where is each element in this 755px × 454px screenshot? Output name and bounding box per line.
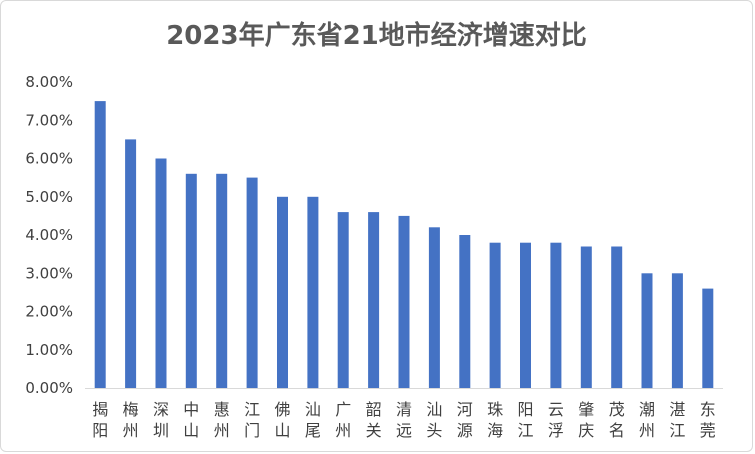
category-label: 州 [123,421,139,440]
category-label: 汕 [426,400,442,419]
category-label: 山 [183,421,199,440]
category-label: 江 [669,421,685,440]
bar [459,235,471,388]
bar [428,227,440,388]
y-tick-label: 2.00% [25,303,73,321]
category-label: 揭 [92,400,108,419]
bar [641,273,653,389]
bar [246,177,258,388]
bar [155,158,167,388]
category-label: 茂 [609,400,625,419]
bar [671,273,683,389]
category-label: 海 [487,421,503,440]
category-label: 云 [548,400,564,419]
bar [216,173,228,388]
category-label: 头 [426,421,442,440]
category-label: 山 [274,421,290,440]
bar [611,246,623,388]
y-tick-label: 4.00% [25,226,73,244]
bar [368,212,380,388]
bar [398,215,410,388]
category-label: 州 [335,421,351,440]
y-tick-label: 6.00% [25,150,73,168]
category-label: 韶 [366,400,382,419]
category-label: 州 [214,421,230,440]
bar [94,101,106,388]
category-label: 肇 [578,400,594,419]
y-tick-label: 0.00% [25,379,73,397]
category-label: 圳 [153,421,169,440]
category-label: 河 [457,400,473,419]
category-label: 清 [396,400,412,419]
category-label: 汕 [305,400,321,419]
bar [337,212,349,388]
category-label: 关 [366,421,382,440]
category-label: 东 [700,400,716,419]
category-label: 惠 [214,400,230,419]
y-tick-label: 8.00% [25,73,73,91]
bar [520,242,531,388]
category-label: 佛 [274,400,290,419]
bar [580,246,592,388]
category-label: 源 [457,421,473,440]
category-label: 名 [609,421,625,440]
bar [185,173,197,388]
category-label: 远 [396,421,412,440]
category-label: 潮 [639,400,655,419]
category-label: 庆 [578,421,594,440]
category-label: 梅 [123,400,139,419]
bar [550,242,562,388]
y-tick-label: 3.00% [25,264,73,282]
y-tick-label: 1.00% [25,341,73,359]
category-label: 广 [335,400,351,419]
bar [489,242,501,388]
category-label: 珠 [487,400,503,419]
y-tick-label: 7.00% [25,111,73,129]
category-label: 州 [639,421,655,440]
category-label: 尾 [305,421,321,440]
bar [125,139,137,388]
category-label: 深 [153,400,169,419]
y-tick-label: 5.00% [25,188,73,206]
category-label: 中 [183,400,199,419]
category-label: 江 [244,400,260,419]
category-label: 阳 [92,421,108,440]
chart-title: 2023年广东省21地市经济增速对比 [166,21,587,51]
bar [277,196,288,389]
category-label: 莞 [700,421,716,440]
category-label: 浮 [548,421,564,440]
category-label: 江 [517,421,533,440]
bar [307,196,319,389]
category-label: 门 [244,421,260,440]
category-label: 阳 [517,400,533,419]
bar [702,288,714,388]
category-label: 湛 [669,400,685,419]
